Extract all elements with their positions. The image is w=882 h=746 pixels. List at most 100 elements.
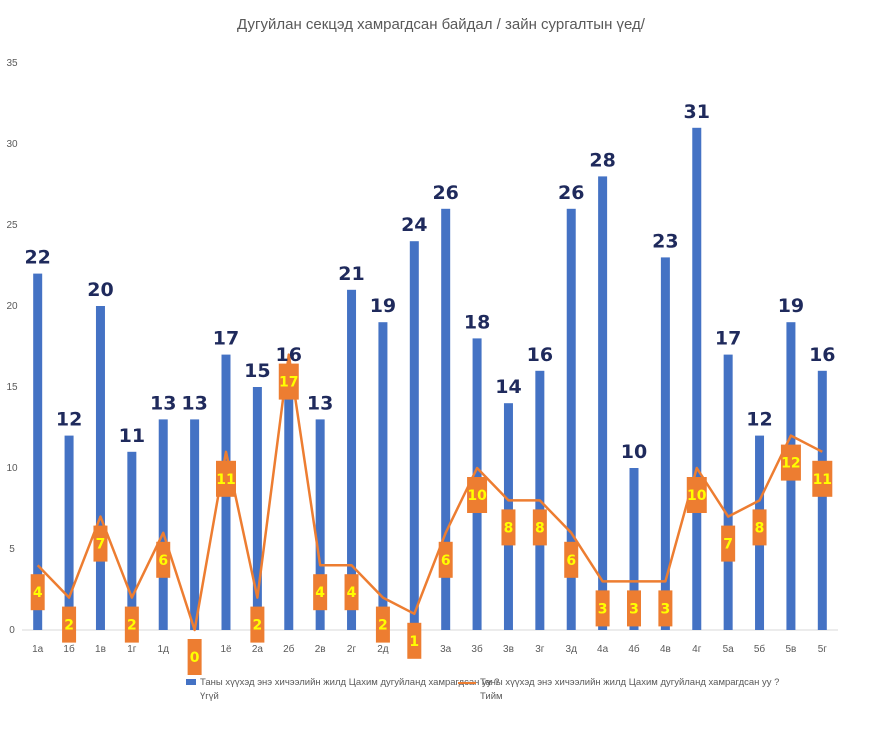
legend-bar-label-line1: Таны хүүхэд энэ хичээлийн жилд Цахим дуг… (200, 677, 500, 688)
bar-data-label: 16 (809, 344, 835, 366)
bar-data-label: 12 (746, 409, 772, 431)
line-data-label-box (375, 606, 390, 643)
x-tick-label: 2б (283, 643, 295, 655)
y-tick-label: 25 (6, 220, 18, 231)
line-data-label-box (124, 606, 139, 643)
line-data-label: 4 (315, 585, 325, 601)
x-tick-label: 4а (597, 644, 609, 655)
line-data-label-box (564, 541, 579, 578)
legend-item-bar-series[interactable]: Таны хүүхэд энэ хичээлийн жилд Цахим дуг… (186, 676, 499, 704)
line-data-label: 6 (158, 553, 168, 569)
x-tick-label: 1в (95, 644, 106, 655)
bar-data-label: 31 (684, 101, 710, 123)
line-data-label: 3 (598, 601, 608, 617)
bar-data-label: 22 (24, 247, 50, 269)
bar (158, 419, 168, 630)
line-data-label: 2 (378, 618, 388, 634)
line-data-label: 7 (96, 537, 106, 553)
legend-line-label-line2: Тийм (480, 691, 503, 702)
line-data-label: 2 (253, 618, 263, 634)
line-data-label: 11 (216, 472, 235, 488)
line-data-label: 8 (504, 520, 514, 536)
bar (64, 435, 74, 630)
bar-data-label: 17 (715, 328, 741, 350)
line-data-label-box (532, 509, 547, 546)
bar-data-label: 24 (401, 214, 427, 236)
line-data-label-box (595, 590, 610, 627)
line-data-label: 2 (64, 618, 74, 634)
x-tick-label: 5г (818, 644, 828, 655)
x-tick-label: 1б (63, 643, 75, 655)
legend-bar-swatch (186, 679, 196, 685)
x-tick-label: 4б (628, 643, 640, 655)
bar (315, 419, 325, 630)
x-tick-label: 4в (660, 644, 671, 655)
line-data-label-box (216, 460, 236, 497)
bar (566, 208, 576, 631)
x-tick-label: 1а (32, 644, 44, 655)
line-data-label-box (62, 606, 77, 643)
legend-item-line-series[interactable]: Таны хүүхэд энэ хичээлийн жилд Цахим дуг… (458, 676, 779, 704)
bar (190, 419, 200, 630)
line-data-label-box (313, 574, 328, 611)
x-tick-label: 1ё (220, 644, 232, 655)
x-tick-label: 5в (785, 644, 796, 655)
x-tick-label: 5а (723, 644, 735, 655)
line-data-label: 0 (190, 650, 200, 666)
y-tick-label: 35 (6, 58, 18, 69)
bar-data-label: 23 (652, 230, 678, 252)
bar (629, 468, 639, 630)
x-tick-label: 3а (440, 644, 452, 655)
bar-data-label: 13 (307, 392, 333, 414)
x-tick-label: 2г (347, 644, 357, 655)
bar-data-label: 28 (589, 149, 615, 171)
bar-data-label: 11 (119, 425, 145, 447)
line-data-label: 3 (661, 601, 671, 617)
bar-data-label: 15 (244, 360, 270, 382)
legend-line-label-line1: Таны хүүхэд энэ хичээлийн жилд Цахим дуг… (480, 677, 780, 688)
line-data-label-box (344, 574, 359, 611)
bar (409, 241, 419, 630)
x-tick-label: 1д (158, 644, 170, 655)
line-data-label-box (438, 541, 453, 578)
x-tick-label: 3в (503, 644, 514, 655)
x-tick-label: 3б (471, 643, 483, 655)
line-data-label-box (30, 574, 45, 611)
bar-data-label: 19 (370, 295, 396, 317)
bar-data-label: 16 (276, 344, 302, 366)
line-data-label-box (278, 363, 299, 400)
line-data-label: 8 (755, 520, 765, 536)
x-tick-label: 2д (377, 644, 389, 655)
y-tick-label: 0 (9, 625, 15, 636)
line-data-label: 7 (723, 537, 733, 553)
bar-data-label: 26 (558, 182, 584, 204)
line-data-label-box (250, 606, 265, 643)
bar (378, 322, 388, 630)
bar-data-label: 14 (495, 376, 521, 398)
line-data-label: 3 (629, 601, 639, 617)
bar-data-label: 13 (150, 392, 176, 414)
bar (95, 306, 105, 630)
bar-data-label: 17 (213, 328, 239, 350)
bar (347, 289, 357, 630)
bar-data-label: 16 (527, 344, 553, 366)
y-tick-label: 20 (6, 301, 18, 312)
line-data-label: 4 (33, 585, 43, 601)
bar (660, 257, 670, 630)
line-data-label-box (407, 622, 422, 659)
line-data-label-box (93, 525, 108, 562)
bar (817, 370, 827, 630)
line-data-label-box (467, 477, 488, 513)
x-tick-label: 1г (127, 644, 137, 655)
line-data-label-box (721, 525, 736, 562)
x-tick-label: 3г (535, 644, 545, 655)
bar (692, 127, 702, 631)
line-data-label: 10 (687, 488, 707, 504)
line-data-label: 12 (781, 456, 800, 472)
bar-data-label: 13 (181, 392, 207, 414)
y-tick-label: 5 (9, 544, 15, 555)
bar (441, 208, 451, 631)
x-tick-label: 3д (566, 644, 578, 655)
